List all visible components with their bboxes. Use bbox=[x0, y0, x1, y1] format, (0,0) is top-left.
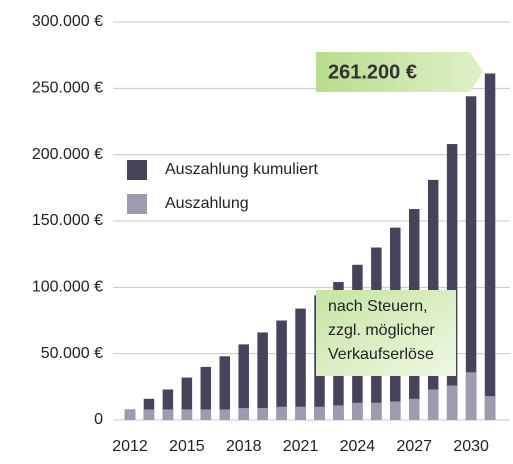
bar bbox=[352, 402, 363, 420]
bar bbox=[200, 366, 212, 420]
x-tick-label: 2027 bbox=[396, 438, 432, 455]
bar bbox=[446, 385, 458, 420]
x-tick-label: 2024 bbox=[340, 438, 376, 455]
bar bbox=[181, 409, 193, 420]
bar bbox=[181, 377, 193, 420]
bar bbox=[219, 409, 230, 420]
bar bbox=[295, 308, 306, 420]
bar bbox=[314, 406, 325, 420]
bar bbox=[162, 409, 174, 420]
bar bbox=[238, 408, 249, 420]
y-tick-label: 200.000 € bbox=[32, 146, 103, 163]
y-tick-label: 300.000 € bbox=[32, 13, 103, 30]
annotation-box bbox=[316, 52, 483, 92]
bar bbox=[276, 320, 287, 420]
annotation: 261.200 € bbox=[328, 61, 417, 83]
bar bbox=[124, 409, 136, 420]
bar bbox=[276, 406, 287, 420]
annotations: 261.200 € nach Steuern, zzgl. möglicher … bbox=[316, 52, 483, 376]
bar bbox=[257, 408, 268, 420]
y-tick-label: 250.000 € bbox=[32, 80, 103, 97]
bar bbox=[219, 356, 230, 420]
bar bbox=[409, 398, 420, 420]
bar bbox=[390, 401, 401, 420]
bar bbox=[143, 409, 155, 420]
y-tick-label: 100.000 € bbox=[32, 279, 103, 296]
x-tick-label: 2030 bbox=[453, 438, 489, 455]
bar bbox=[465, 96, 477, 420]
bar bbox=[333, 405, 344, 420]
bar bbox=[200, 409, 212, 420]
bar bbox=[371, 402, 382, 420]
bar bbox=[162, 389, 174, 420]
bar bbox=[465, 372, 477, 420]
x-tick-label: 2021 bbox=[283, 438, 319, 455]
x-tick-label: 2015 bbox=[169, 438, 205, 455]
bar bbox=[257, 332, 268, 420]
legend-swatch bbox=[127, 160, 147, 180]
x-tick-label: 2012 bbox=[112, 438, 148, 455]
bar bbox=[446, 144, 458, 420]
legend-label: Auszahlung bbox=[165, 195, 249, 212]
bar bbox=[484, 396, 496, 420]
legend-label: Auszahlung kumuliert bbox=[165, 161, 319, 178]
x-tick-label: 2018 bbox=[226, 438, 262, 455]
legend-swatch bbox=[127, 194, 147, 214]
annotation: zzgl. möglicher bbox=[328, 322, 435, 339]
y-tick-label: 150.000 € bbox=[32, 212, 103, 229]
annotation: Verkaufserlöse bbox=[328, 346, 434, 363]
y-tick-label: 50.000 € bbox=[41, 345, 103, 362]
y-tick-label: 0 bbox=[94, 411, 103, 428]
bar bbox=[238, 344, 249, 420]
bar bbox=[295, 406, 306, 420]
annotation: nach Steuern, bbox=[328, 298, 428, 315]
bar bbox=[427, 389, 439, 420]
annotation-box bbox=[316, 290, 456, 376]
bar bbox=[484, 73, 496, 420]
